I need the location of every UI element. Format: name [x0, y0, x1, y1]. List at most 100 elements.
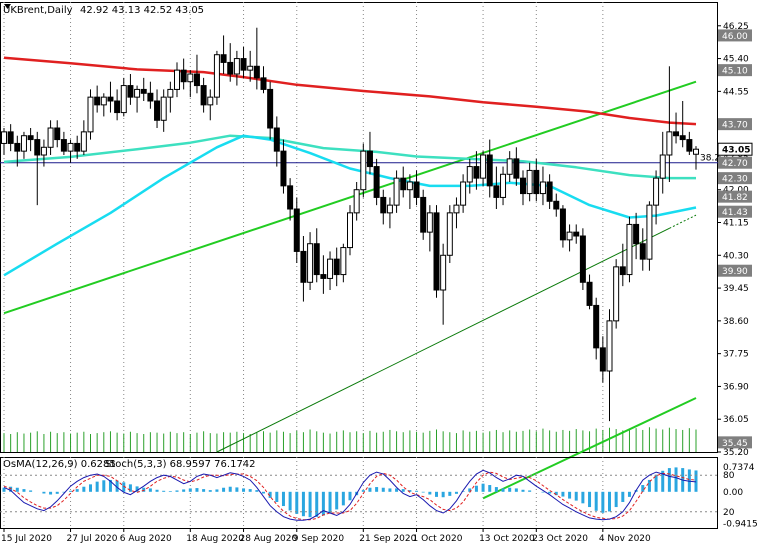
candle-body[interactable] — [386, 204, 393, 214]
candle-body[interactable] — [300, 250, 307, 283]
candle-body[interactable] — [327, 258, 334, 279]
candle-body[interactable] — [599, 347, 606, 372]
candle-body[interactable] — [526, 169, 533, 195]
candle-body[interactable] — [313, 243, 320, 276]
candle-body[interactable] — [673, 131, 680, 137]
candle-body[interactable] — [34, 139, 41, 156]
candle-body[interactable] — [67, 142, 74, 152]
candle-body[interactable] — [120, 85, 127, 114]
candle-body[interactable] — [60, 139, 67, 152]
oscillator-panel[interactable] — [0, 457, 718, 529]
candle-body[interactable] — [1, 131, 7, 144]
candle-body[interactable] — [520, 177, 526, 195]
candle-body[interactable] — [380, 196, 387, 214]
candle-body[interactable] — [493, 185, 500, 198]
candle-body[interactable] — [74, 142, 81, 152]
candle-body[interactable] — [107, 96, 114, 102]
candle-body[interactable] — [633, 223, 640, 245]
candle-body[interactable] — [87, 96, 94, 133]
candle-body[interactable] — [114, 100, 121, 114]
candle-body[interactable] — [200, 85, 207, 106]
candle-body[interactable] — [639, 243, 646, 260]
candle-body[interactable] — [506, 158, 513, 175]
candle-body[interactable] — [247, 65, 254, 71]
candle-body[interactable] — [686, 139, 693, 152]
candle-body[interactable] — [606, 320, 613, 372]
candle-body[interactable] — [453, 204, 460, 214]
candle-body[interactable] — [140, 88, 147, 94]
candle-body[interactable] — [480, 154, 487, 179]
candle-body[interactable] — [593, 304, 600, 349]
candle-body[interactable] — [353, 189, 360, 214]
candle-body[interactable] — [27, 135, 34, 141]
candle-body[interactable] — [167, 88, 174, 98]
candle-body[interactable] — [513, 158, 520, 179]
candle-body[interactable] — [193, 73, 200, 87]
candle-body[interactable] — [546, 181, 553, 202]
candle-body[interactable] — [260, 77, 267, 90]
candle-body[interactable] — [433, 212, 440, 291]
candle-body[interactable] — [227, 61, 234, 75]
candle-body[interactable] — [420, 196, 427, 233]
candle-body[interactable] — [646, 204, 653, 260]
candle-body[interactable] — [267, 88, 274, 129]
candle-body[interactable] — [213, 54, 220, 98]
candle-body[interactable] — [174, 69, 180, 90]
candle-body[interactable] — [586, 281, 593, 306]
candle-body[interactable] — [187, 73, 194, 83]
candle-body[interactable] — [426, 212, 433, 233]
candle-body[interactable] — [440, 254, 447, 291]
candle-body[interactable] — [220, 54, 227, 63]
candle-body[interactable] — [466, 166, 473, 183]
candle-body[interactable] — [80, 131, 87, 152]
collapse-arrow-icon[interactable] — [4, 4, 11, 9]
candle-body[interactable] — [240, 58, 247, 71]
candle-body[interactable] — [579, 235, 586, 283]
candle-body[interactable] — [566, 231, 573, 241]
candle-body[interactable] — [679, 135, 686, 141]
candle-body[interactable] — [207, 96, 214, 106]
candle-body[interactable] — [406, 181, 413, 191]
candle-body[interactable] — [47, 127, 54, 148]
candle-body[interactable] — [273, 127, 280, 152]
candle-body[interactable] — [653, 177, 660, 206]
candle-body[interactable] — [613, 266, 620, 322]
candle-body[interactable] — [413, 181, 420, 198]
candle-body[interactable] — [500, 173, 507, 198]
candle-body[interactable] — [100, 96, 107, 106]
candle-body[interactable] — [40, 146, 47, 156]
candle-body[interactable] — [360, 150, 367, 191]
candle-body[interactable] — [20, 135, 27, 152]
candle-body[interactable] — [473, 166, 480, 179]
candle-body[interactable] — [54, 127, 61, 141]
candle-body[interactable] — [539, 181, 546, 195]
candle-body[interactable] — [307, 243, 314, 283]
candle-body[interactable] — [659, 154, 666, 179]
candle-body[interactable] — [7, 131, 14, 144]
candle-body[interactable] — [340, 247, 347, 276]
candle-body[interactable] — [533, 169, 540, 195]
candle-body[interactable] — [347, 212, 353, 249]
candle-body[interactable] — [373, 166, 380, 198]
candle-body[interactable] — [559, 208, 566, 241]
candle-body[interactable] — [293, 208, 300, 252]
candle-body[interactable] — [693, 148, 699, 155]
candle-body[interactable] — [154, 100, 161, 121]
candle-body[interactable] — [553, 200, 560, 210]
candle-body[interactable] — [320, 274, 327, 279]
candle-body[interactable] — [446, 212, 453, 256]
candle-body[interactable] — [393, 177, 400, 206]
candle-body[interactable] — [280, 150, 287, 187]
candle-body[interactable] — [666, 131, 673, 156]
candle-body[interactable] — [14, 142, 21, 152]
candle-body[interactable] — [400, 177, 407, 191]
candle-body[interactable] — [233, 58, 240, 75]
candle-body[interactable] — [333, 258, 340, 276]
candle-body[interactable] — [619, 266, 626, 276]
candle-body[interactable] — [253, 65, 260, 79]
candle-body[interactable] — [287, 185, 294, 210]
candle-body[interactable] — [160, 96, 167, 121]
candle-body[interactable] — [366, 150, 373, 168]
candle-body[interactable] — [460, 181, 467, 206]
